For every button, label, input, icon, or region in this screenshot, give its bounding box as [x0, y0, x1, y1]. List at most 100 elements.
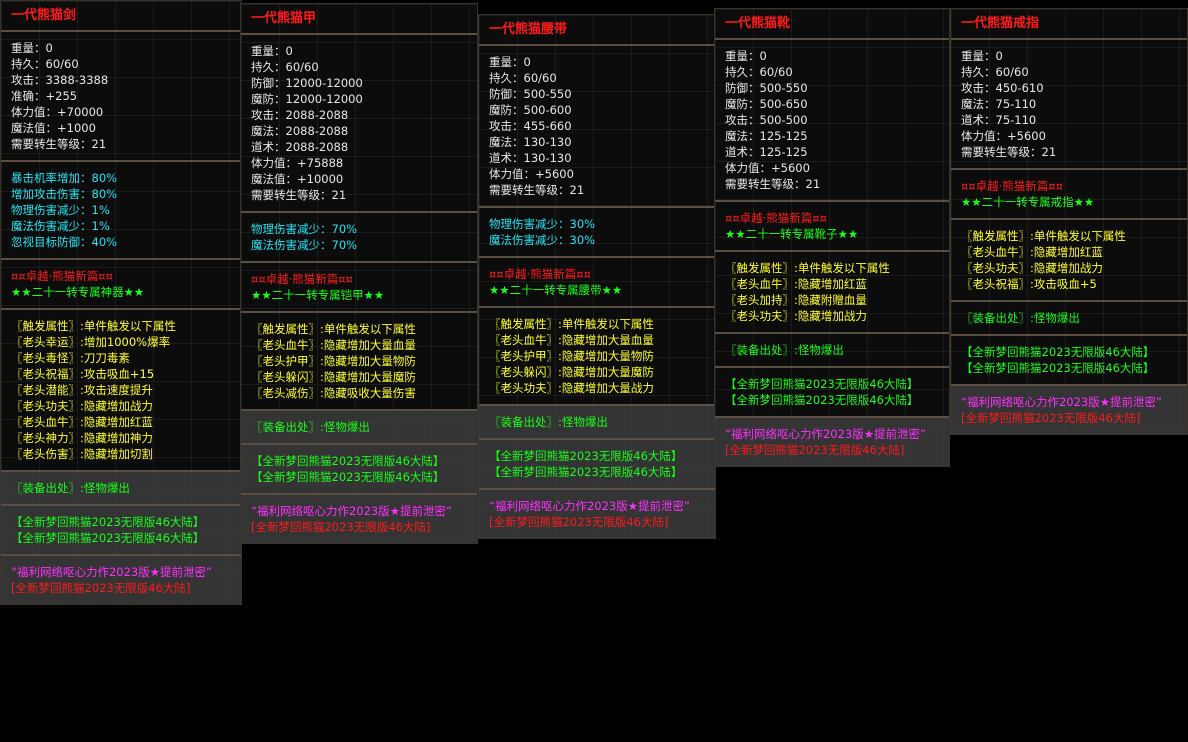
tooltip-line: 〖老头护甲〗:隐藏增加大量物防 [251, 354, 416, 368]
tooltip-line: 【全新梦回熊猫2023无限版46大陆】 [251, 454, 445, 468]
tooltip-line: 防御：500-550 [725, 81, 808, 95]
tooltip-section: 【全新梦回熊猫2023无限版46大陆】 【全新梦回熊猫2023无限版46大陆】 [715, 366, 949, 416]
tooltip-line: 重量：0 [489, 55, 531, 69]
tooltip-line: 【全新梦回熊猫2023无限版46大陆】 [725, 377, 919, 391]
tooltip-section: “福利网络呕心力作2023版★提前泄密” [全新梦回熊猫2023无限版46大陆] [715, 416, 949, 466]
tooltip-line: 〖老头祝福〗:攻击吸血+15 [11, 367, 155, 381]
tooltip-section: ¤¤卓越·熊猫新篇¤¤ ★★二十一转专属腰带★★ [479, 256, 715, 306]
tooltip-line: ★★二十一转专属戒指★★ [961, 195, 1095, 209]
tooltip-line: 魔法值：+1000 [11, 121, 96, 135]
tooltip-line: 〖触发属性〗:单件触发以下属性 [725, 261, 890, 275]
tooltip-line: 〖老头躲闪〗:隐藏增加大量魔防 [489, 365, 654, 379]
item-name: 一代熊猫戒指 [961, 16, 1040, 31]
tooltip-line: 〖老头减伤〗:隐藏吸收大量伤害 [251, 386, 416, 400]
tooltip-line: 体力值：+70000 [11, 105, 104, 119]
tooltip-line: 攻击：450-610 [961, 81, 1044, 95]
tooltip-line: [全新梦回熊猫2023无限版46大陆] [961, 411, 1141, 425]
tooltip-line: 魔法伤害减少：1% [11, 219, 110, 233]
tooltip-section: 暴击机率增加：80% 增加攻击伤害：80% 物理伤害减少：1% 魔法伤害减少：1% 忽视… [1, 160, 241, 258]
tooltip-line: 攻击：3388-3388 [11, 73, 109, 87]
tooltip-section: 〖装备出处〗:怪物爆出 [715, 332, 949, 366]
tooltip-line: 物理伤害减少：70% [251, 222, 358, 236]
item-name: 一代熊猫剑 [11, 8, 77, 23]
tooltip-line: 【全新梦回熊猫2023无限版46大陆】 [961, 345, 1155, 359]
tooltip-section: ¤¤卓越·熊猫新篇¤¤ ★★二十一转专属戒指★★ [951, 168, 1187, 218]
item-name: 一代熊猫甲 [251, 11, 317, 26]
tooltip-line: 物理伤害减少：1% [11, 203, 110, 217]
item-name: 一代熊猫靴 [725, 16, 791, 31]
tooltip-line: ¤¤卓越·熊猫新篇¤¤ [489, 267, 591, 281]
tooltip-line: ¤¤卓越·熊猫新篇¤¤ [725, 211, 827, 225]
tooltip-line: 需要转生等级：21 [489, 183, 585, 197]
tooltip-section: 重量：0 持久：60/60 攻击：450-610 魔法：75-110 道术：75-110… [951, 38, 1187, 168]
tooltip-section: 【全新梦回熊猫2023无限版46大陆】 【全新梦回熊猫2023无限版46大陆】 [1, 504, 241, 554]
tooltip-line: 增加攻击伤害：80% [11, 187, 118, 201]
tooltip-line: 〖老头功夫〗:隐藏增加战力 [961, 261, 1103, 275]
tooltip-line: 需要转生等级：21 [251, 188, 347, 202]
tooltip-section: 重量：0 持久：60/60 攻击：3388-3388 准确：+255 体力值：+7000… [1, 30, 241, 160]
tooltip-line: ★★二十一转专属腰带★★ [489, 283, 623, 297]
tooltip-line: 魔防：500-650 [725, 97, 808, 111]
tooltip-section: 〖触发属性〗:单件触发以下属性 〖老头幸运〗:增加1000%爆率 〖老头毒怪〗:刀刀… [1, 308, 241, 470]
tooltip-line: “福利网络呕心力作2023版★提前泄密” [961, 395, 1162, 409]
tooltip-section: ¤¤卓越·熊猫新篇¤¤ ★★二十一转专属神器★★ [1, 258, 241, 308]
tooltip-section: 〖触发属性〗:单件触发以下属性 〖老头血牛〗:隐藏增加红蓝 〖老头加持〗:隐藏附赠血… [715, 250, 949, 332]
tooltip-section: 〖装备出处〗:怪物爆出 [951, 300, 1187, 334]
tooltip-line: 体力值：+75888 [251, 156, 344, 170]
tooltip-line: 攻击：455-660 [489, 119, 572, 133]
tooltip-line: ¤¤卓越·熊猫新篇¤¤ [11, 269, 113, 283]
tooltip-line: 魔法值：+10000 [251, 172, 344, 186]
tooltip-line: 〖装备出处〗:怪物爆出 [251, 420, 370, 434]
tooltip-line: 需要转生等级：21 [961, 145, 1057, 159]
tooltip-section: 〖装备出处〗:怪物爆出 [479, 404, 715, 438]
tooltip-line: 持久：60/60 [489, 71, 557, 85]
tooltip-line: 【全新梦回熊猫2023无限版46大陆】 [725, 393, 919, 407]
tooltip-section: 〖触发属性〗:单件触发以下属性 〖老头血牛〗:隐藏增加红蓝 〖老头功夫〗:隐藏增加战… [951, 218, 1187, 300]
tooltip-line: 〖老头血牛〗:隐藏增加大量血量 [489, 333, 654, 347]
tooltip-line: 魔法伤害减少：30% [489, 233, 596, 247]
tooltip-line: 魔防：500-600 [489, 103, 572, 117]
tooltip-section: 〖装备出处〗:怪物爆出 [1, 470, 241, 504]
item-tooltip-ring: 一代熊猫戒指 重量：0 持久：60/60 攻击：450-610 魔法：75-110 道术：… [950, 8, 1188, 435]
tooltip-line: 〖老头血牛〗:隐藏增加红蓝 [11, 415, 153, 429]
tooltip-line: [全新梦回熊猫2023无限版46大陆] [251, 520, 431, 534]
tooltip-line: 防御：500-550 [489, 87, 572, 101]
tooltip-line: 〖装备出处〗:怪物爆出 [961, 311, 1080, 325]
tooltip-section: “福利网络呕心力作2023版★提前泄密” [全新梦回熊猫2023无限版46大陆] [241, 493, 477, 543]
tooltip-line: 道术：125-125 [725, 145, 808, 159]
tooltip-section: 〖触发属性〗:单件触发以下属性 〖老头血牛〗:隐藏增加大量血量 〖老头护甲〗:隐藏增… [241, 311, 477, 409]
tooltip-line: 魔法：2088-2088 [251, 124, 349, 138]
tooltip-line: 暴击机率增加：80% [11, 171, 118, 185]
tooltip-section: 【全新梦回熊猫2023无限版46大陆】 【全新梦回熊猫2023无限版46大陆】 [951, 334, 1187, 384]
tooltip-line: “福利网络呕心力作2023版★提前泄密” [251, 504, 452, 518]
tooltip-section: ¤¤卓越·熊猫新篇¤¤ ★★二十一转专属靴子★★ [715, 200, 949, 250]
tooltip-section: 【全新梦回熊猫2023无限版46大陆】 【全新梦回熊猫2023无限版46大陆】 [241, 443, 477, 493]
tooltip-section: 重量：0 持久：60/60 防御：500-550 魔防：500-650 攻击：500-5… [715, 38, 949, 200]
tooltip-section: “福利网络呕心力作2023版★提前泄密” [全新梦回熊猫2023无限版46大陆] [479, 488, 715, 538]
tooltip-line: ★★二十一转专属铠甲★★ [251, 288, 385, 302]
tooltip-line: 魔防：12000-12000 [251, 92, 363, 106]
tooltip-line: 道术：2088-2088 [251, 140, 349, 154]
tooltip-line: 【全新梦回熊猫2023无限版46大陆】 [489, 465, 683, 479]
tooltip-line: 〖触发属性〗:单件触发以下属性 [961, 229, 1126, 243]
tooltip-line: 体力值：+5600 [725, 161, 810, 175]
item-tooltip-boots: 一代熊猫靴 重量：0 持久：60/60 防御：500-550 魔防：500-650 攻击：… [714, 8, 950, 467]
tooltip-line: 魔法：75-110 [961, 97, 1037, 111]
tooltip-section: 〖触发属性〗:单件触发以下属性 〖老头血牛〗:隐藏增加大量血量 〖老头护甲〗:隐藏增… [479, 306, 715, 404]
tooltip-line: [全新梦回熊猫2023无限版46大陆] [11, 581, 191, 595]
tooltip-line: 〖老头功夫〗:隐藏增加战力 [11, 399, 153, 413]
tooltip-line: “福利网络呕心力作2023版★提前泄密” [725, 427, 926, 441]
tooltip-line: 持久：60/60 [251, 60, 319, 74]
tooltip-line: 〖老头潜能〗:攻击速度提升 [11, 383, 153, 397]
tooltip-line: 【全新梦回熊猫2023无限版46大陆】 [489, 449, 683, 463]
tooltip-line: ¤¤卓越·熊猫新篇¤¤ [251, 272, 353, 286]
tooltip-line: 魔法：130-130 [489, 135, 572, 149]
tooltip-line: 重量：0 [725, 49, 767, 63]
tooltip-line: 〖触发属性〗:单件触发以下属性 [251, 322, 416, 336]
tooltip-line: 〖触发属性〗:单件触发以下属性 [11, 319, 176, 333]
tooltip-section: 物理伤害减少：70% 魔法伤害减少：70% [241, 211, 477, 261]
tooltip-line: 体力值：+5600 [961, 129, 1046, 143]
tooltip-line: 道术：130-130 [489, 151, 572, 165]
tooltip-line: 需要转生等级：21 [725, 177, 821, 191]
tooltip-line: 持久：60/60 [725, 65, 793, 79]
